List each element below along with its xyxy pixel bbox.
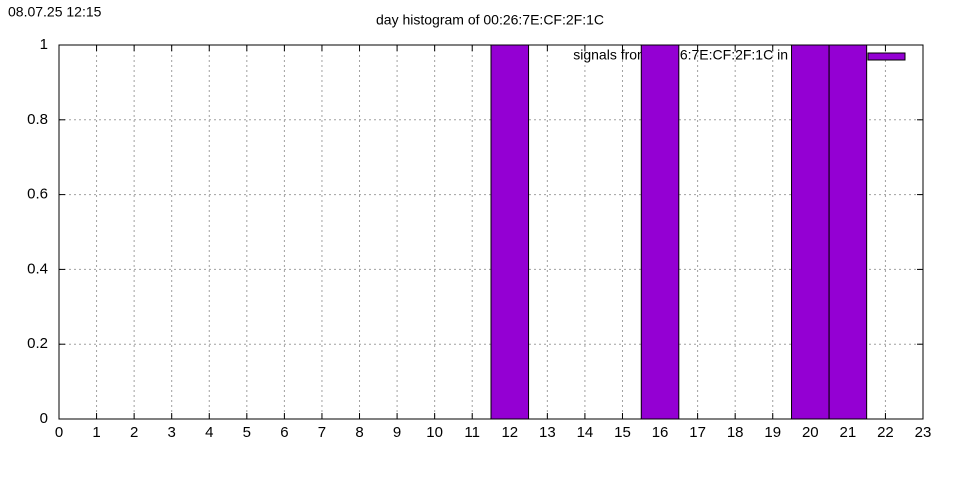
bar <box>791 44 830 420</box>
y-tick-label: 0 <box>40 410 48 427</box>
bar <box>490 44 530 420</box>
y-tick-label: 0.8 <box>27 111 48 128</box>
x-tick-label: 9 <box>393 424 401 441</box>
legend-label: signals from 00:26:7E:CF:2F:1C in <box>573 47 788 63</box>
x-tick-label: 5 <box>243 424 251 441</box>
x-tick-label: 15 <box>614 424 631 441</box>
x-tick-label: 7 <box>318 424 326 441</box>
bar <box>640 44 680 420</box>
y-tick-label: 1 <box>40 36 48 53</box>
x-tick-label: 8 <box>355 424 363 441</box>
x-tick-label: 21 <box>840 424 857 441</box>
x-tick-label: 19 <box>764 424 781 441</box>
bar <box>828 44 868 420</box>
chart-title: day histogram of 00:26:7E:CF:2F:1C <box>376 12 604 28</box>
x-tick-label: 22 <box>877 424 894 441</box>
y-tick-label: 0.6 <box>27 186 48 203</box>
x-tick-label: 4 <box>205 424 213 441</box>
x-tick-label: 20 <box>802 424 819 441</box>
legend-swatch <box>867 52 906 61</box>
x-tick-label: 23 <box>915 424 932 441</box>
x-tick-label: 6 <box>280 424 288 441</box>
timestamp: 08.07.25 12:15 <box>8 4 102 20</box>
x-tick-label: 3 <box>168 424 176 441</box>
x-tick-label: 0 <box>55 424 63 441</box>
y-tick-label: 0.4 <box>27 260 48 277</box>
x-tick-label: 10 <box>426 424 443 441</box>
x-tick-label: 12 <box>501 424 518 441</box>
x-tick-label: 16 <box>652 424 669 441</box>
y-tick-label: 0.2 <box>27 335 48 352</box>
x-tick-label: 2 <box>130 424 138 441</box>
x-tick-label: 18 <box>727 424 744 441</box>
x-tick-label: 13 <box>539 424 556 441</box>
x-tick-label: 17 <box>689 424 706 441</box>
x-tick-label: 1 <box>92 424 100 441</box>
plot-border <box>58 44 924 420</box>
x-tick-label: 14 <box>577 424 594 441</box>
x-tick-label: 11 <box>464 424 480 441</box>
